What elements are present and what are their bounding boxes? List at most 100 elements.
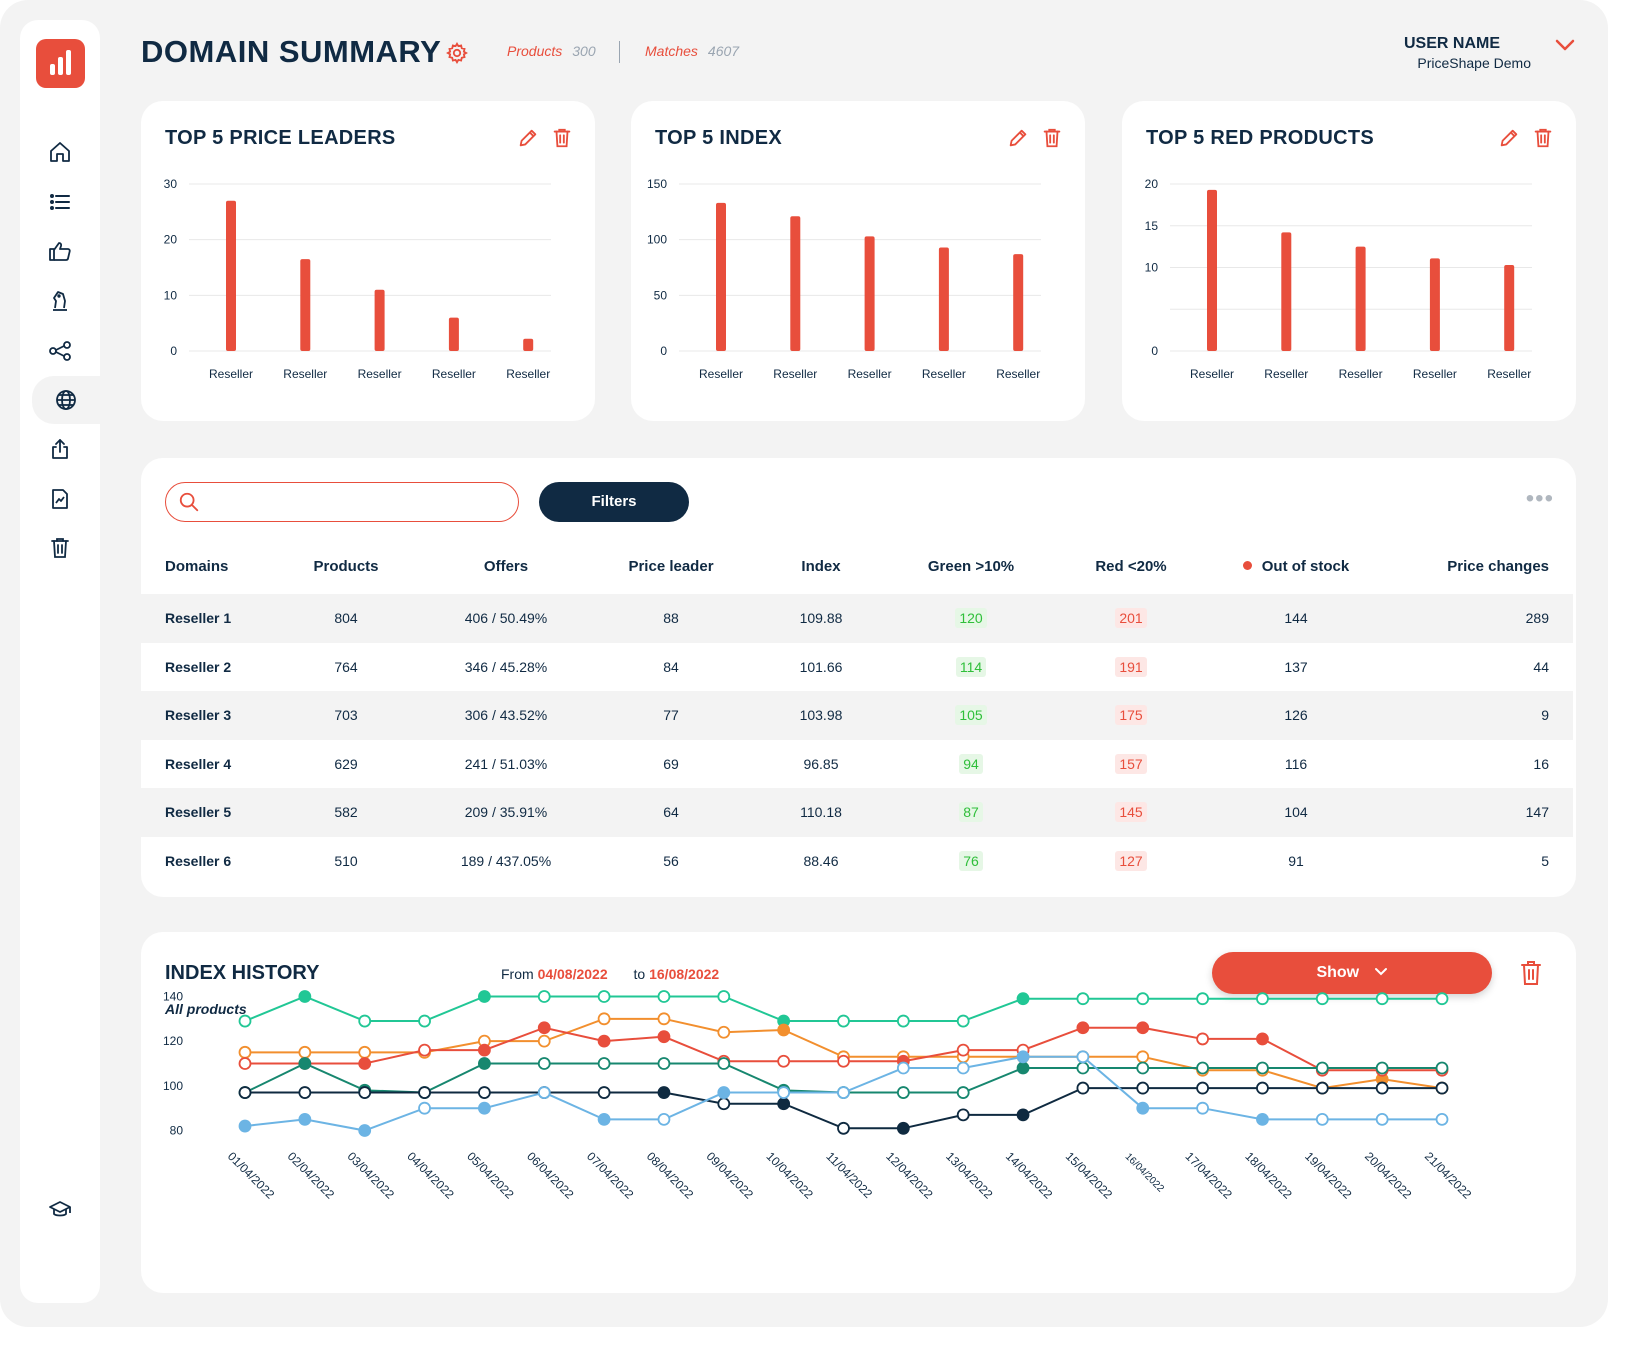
data-point[interactable]: [537, 1057, 551, 1070]
data-point[interactable]: [657, 990, 671, 1003]
data-point[interactable]: [537, 990, 551, 1003]
data-point[interactable]: [597, 1086, 611, 1099]
data-point[interactable]: [298, 1045, 312, 1059]
delete-icon[interactable]: [1041, 127, 1063, 149]
data-point[interactable]: [1435, 1112, 1449, 1126]
data-point[interactable]: [1076, 1081, 1090, 1095]
bar[interactable]: [448, 317, 459, 351]
data-point[interactable]: [1076, 1061, 1090, 1075]
data-point[interactable]: [418, 1101, 431, 1115]
data-point[interactable]: [717, 990, 731, 1003]
data-point[interactable]: [1375, 992, 1389, 1006]
from-date[interactable]: 04/08/2022: [537, 966, 608, 982]
data-point[interactable]: [1016, 1061, 1030, 1075]
app-logo[interactable]: [36, 39, 85, 88]
sidebar-item-academy[interactable]: [20, 1186, 100, 1234]
data-point[interactable]: [1016, 1108, 1030, 1122]
data-point[interactable]: [1016, 992, 1030, 1006]
gear-icon[interactable]: [446, 42, 468, 64]
filters-button[interactable]: Filters: [539, 482, 689, 522]
data-point[interactable]: [837, 1014, 850, 1028]
bar[interactable]: [226, 200, 236, 351]
data-point[interactable]: [418, 1043, 431, 1057]
data-point[interactable]: [1435, 992, 1449, 1006]
data-point[interactable]: [1196, 1061, 1209, 1075]
data-point[interactable]: [477, 1057, 491, 1070]
table-row[interactable]: Reseller 6 510 189 / 437.05% 56 88.46 76 127 91…: [141, 837, 1573, 886]
data-point[interactable]: [238, 1014, 252, 1028]
data-point[interactable]: [1076, 1050, 1090, 1064]
data-point[interactable]: [657, 1086, 671, 1099]
data-point[interactable]: [1196, 1081, 1209, 1095]
data-point[interactable]: [477, 1101, 491, 1115]
data-point[interactable]: [896, 1061, 910, 1075]
sidebar-item-domains[interactable]: [32, 376, 120, 424]
col-offers[interactable]: Offers: [483, 557, 529, 575]
data-point[interactable]: [358, 1014, 372, 1028]
data-point[interactable]: [477, 990, 491, 1003]
data-point[interactable]: [1435, 1061, 1449, 1075]
bar[interactable]: [1429, 258, 1440, 351]
data-point[interactable]: [837, 1086, 850, 1099]
data-point[interactable]: [597, 1034, 611, 1048]
data-point[interactable]: [418, 1014, 431, 1028]
data-point[interactable]: [777, 1086, 791, 1099]
data-point[interactable]: [298, 1086, 312, 1099]
data-point[interactable]: [597, 1112, 611, 1126]
bar[interactable]: [1281, 232, 1292, 351]
data-point[interactable]: [956, 1043, 970, 1057]
data-point[interactable]: [1315, 1081, 1329, 1095]
data-point[interactable]: [1076, 992, 1090, 1006]
data-point[interactable]: [1076, 1021, 1090, 1035]
date-range[interactable]: From 04/08/2022 to 16/08/2022: [501, 966, 719, 982]
data-point[interactable]: [717, 1025, 731, 1039]
data-point[interactable]: [238, 1119, 252, 1133]
delete-icon[interactable]: [1519, 960, 1543, 986]
edit-icon[interactable]: [1007, 127, 1029, 149]
data-point[interactable]: [238, 1057, 252, 1070]
bar[interactable]: [300, 259, 311, 351]
bar[interactable]: [864, 236, 875, 351]
data-point[interactable]: [1136, 992, 1150, 1006]
bar[interactable]: [523, 338, 534, 351]
data-point[interactable]: [298, 1057, 312, 1070]
data-point[interactable]: [298, 990, 312, 1003]
col-index[interactable]: Index: [801, 557, 841, 575]
data-point[interactable]: [956, 1014, 970, 1028]
data-point[interactable]: [597, 1057, 611, 1070]
data-point[interactable]: [837, 1121, 850, 1135]
sidebar-item-home[interactable]: [20, 128, 100, 176]
search-field[interactable]: [165, 482, 519, 522]
sidebar-item-reports[interactable]: [20, 475, 100, 523]
bar[interactable]: [938, 247, 949, 351]
data-point[interactable]: [657, 1030, 671, 1044]
data-point[interactable]: [358, 1086, 372, 1099]
data-point[interactable]: [717, 1086, 731, 1099]
data-point[interactable]: [1256, 1112, 1269, 1126]
data-point[interactable]: [1256, 1032, 1269, 1046]
bar[interactable]: [1355, 246, 1366, 351]
data-point[interactable]: [1016, 1050, 1030, 1064]
data-point[interactable]: [358, 1045, 372, 1059]
col-green[interactable]: Green >10%: [927, 557, 1015, 575]
col-price-changes[interactable]: Price changes: [1447, 557, 1549, 575]
table-row[interactable]: Reseller 1 804 406 / 50.49% 88 109.88 120 201 1…: [141, 594, 1573, 643]
data-point[interactable]: [837, 1054, 850, 1068]
data-point[interactable]: [537, 1021, 551, 1035]
col-red[interactable]: Red <20%: [1095, 557, 1167, 575]
to-date[interactable]: 16/08/2022: [649, 966, 720, 982]
table-row[interactable]: Reseller 5 582 209 / 35.91% 64 110.18 87 145 10…: [141, 788, 1573, 837]
data-point[interactable]: [777, 1097, 791, 1111]
data-point[interactable]: [657, 1112, 671, 1126]
data-point[interactable]: [896, 1121, 910, 1135]
sidebar-item-thumbs-up[interactable]: [20, 227, 100, 275]
bar[interactable]: [1207, 189, 1217, 351]
data-point[interactable]: [1196, 992, 1209, 1006]
data-point[interactable]: [1375, 1112, 1389, 1126]
data-point[interactable]: [537, 1034, 551, 1048]
bar[interactable]: [716, 202, 726, 351]
sidebar-item-competitors[interactable]: [20, 277, 100, 325]
data-point[interactable]: [717, 1097, 731, 1111]
search-input[interactable]: [210, 489, 500, 515]
data-point[interactable]: [777, 1054, 791, 1068]
